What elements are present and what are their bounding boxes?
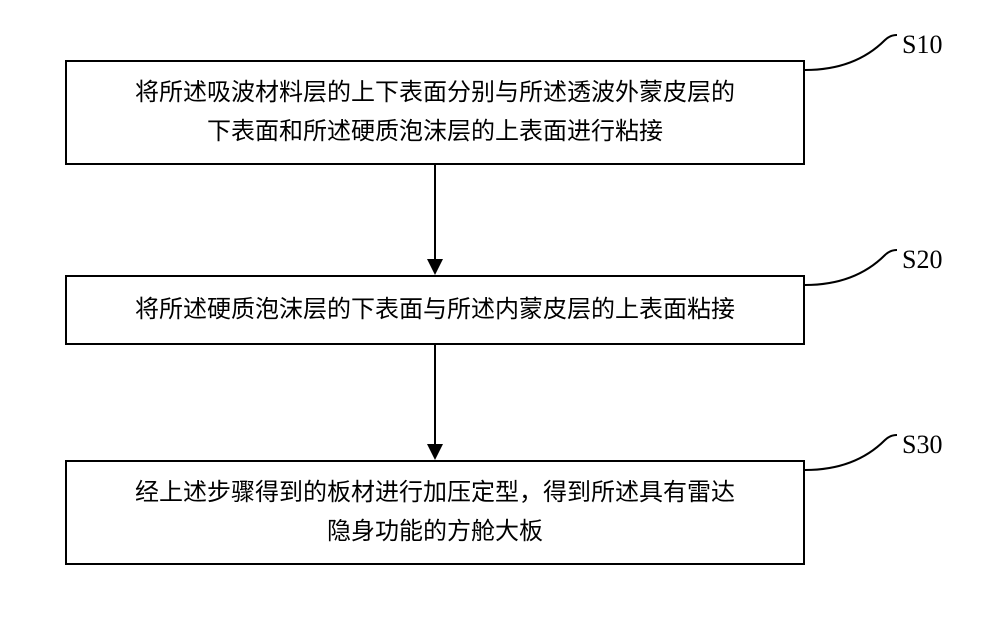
step-label-s20: S20 xyxy=(902,245,942,275)
connector-s20 xyxy=(805,243,905,303)
connector-s30 xyxy=(805,428,905,488)
flowchart-canvas: 将所述吸波材料层的上下表面分别与所述透波外蒙皮层的 下表面和所述硬质泡沫层的上表… xyxy=(0,0,1000,631)
step-box-s10: 将所述吸波材料层的上下表面分别与所述透波外蒙皮层的 下表面和所述硬质泡沫层的上表… xyxy=(65,60,805,165)
step-label-s30: S30 xyxy=(902,430,942,460)
step-box-s30: 经上述步骤得到的板材进行加压定型，得到所述具有雷达 隐身功能的方舱大板 xyxy=(65,460,805,565)
step-text-s10: 将所述吸波材料层的上下表面分别与所述透波外蒙皮层的 下表面和所述硬质泡沫层的上表… xyxy=(135,74,735,151)
step-text-s30: 经上述步骤得到的板材进行加压定型，得到所述具有雷达 隐身功能的方舱大板 xyxy=(135,474,735,551)
arrow-s10-s20 xyxy=(434,165,436,259)
connector-s10 xyxy=(805,28,905,88)
arrow-s20-s30 xyxy=(434,345,436,444)
step-text-s20: 将所述硬质泡沫层的下表面与所述内蒙皮层的上表面粘接 xyxy=(135,291,735,329)
arrow-head-s20-s30 xyxy=(427,444,443,460)
step-box-s20: 将所述硬质泡沫层的下表面与所述内蒙皮层的上表面粘接 xyxy=(65,275,805,345)
arrow-head-s10-s20 xyxy=(427,259,443,275)
step-label-s10: S10 xyxy=(902,30,942,60)
